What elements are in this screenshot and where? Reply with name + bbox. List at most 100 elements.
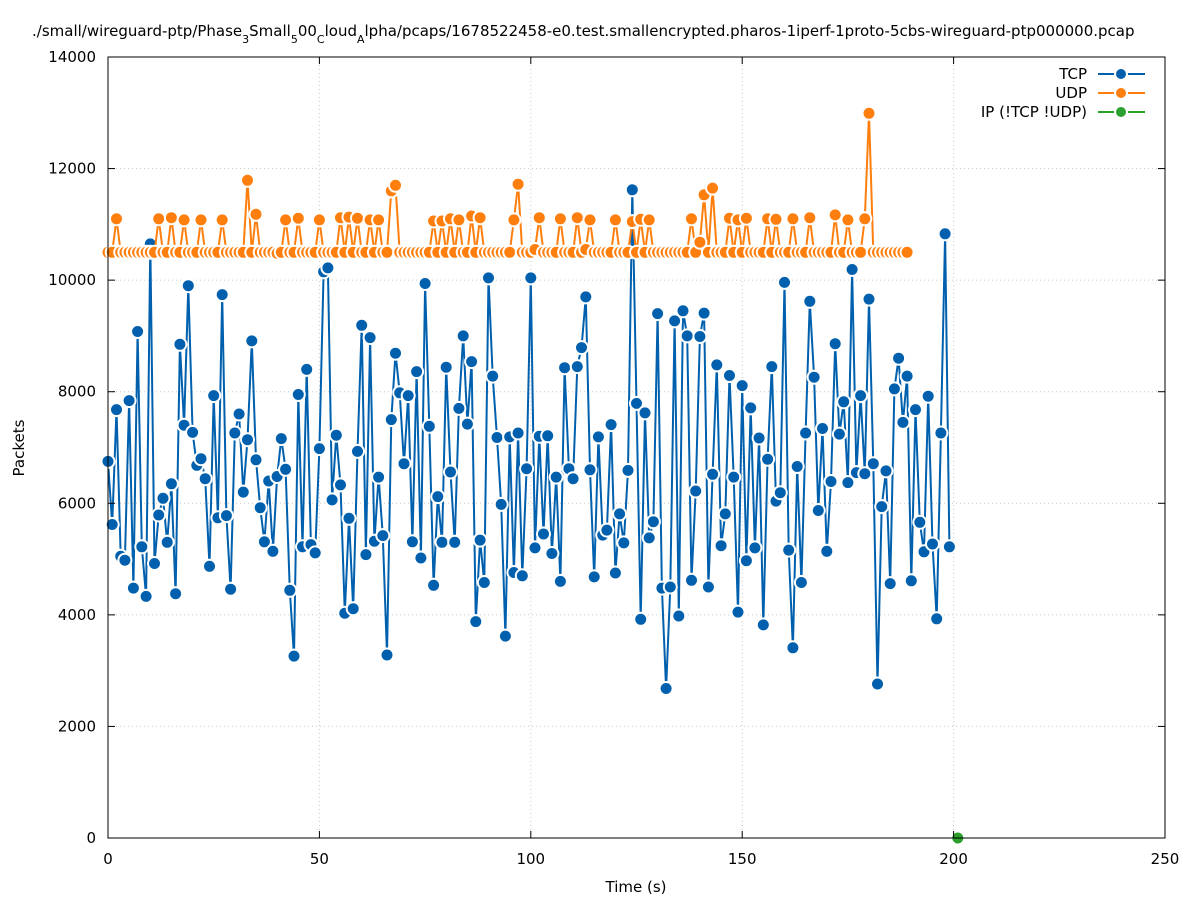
data-point-udp: [705, 180, 721, 196]
data-point-tcp: [929, 611, 945, 627]
data-point-tcp: [920, 388, 936, 404]
data-point-tcp: [256, 534, 272, 550]
data-point-udp: [861, 105, 877, 121]
data-point-tcp: [865, 456, 881, 472]
data-point-udp: [240, 172, 255, 188]
data-point-tcp: [557, 360, 573, 376]
data-point-tcp: [831, 426, 847, 442]
data-point-tcp: [328, 427, 344, 443]
data-point-udp: [163, 210, 179, 226]
data-point-udp: [582, 212, 598, 228]
data-point-tcp: [548, 469, 564, 485]
data-point-tcp: [375, 528, 391, 544]
data-point-tcp: [252, 500, 268, 516]
data-point-tcp: [413, 550, 429, 566]
data-point-tcp: [582, 462, 598, 478]
data-point-tcp: [857, 466, 873, 482]
y-tick-label: 12000: [48, 160, 96, 178]
data-point-tcp: [688, 483, 704, 499]
legend-marker-udp: [1114, 86, 1128, 100]
data-point-tcp: [514, 568, 530, 584]
data-point-udp: [899, 244, 915, 260]
data-point-tcp: [320, 260, 336, 276]
legend-marker-tcp: [1114, 67, 1128, 81]
data-point-tcp: [599, 522, 615, 538]
y-tick-label: 4000: [58, 606, 96, 624]
data-point-tcp: [172, 336, 188, 352]
data-point-tcp: [612, 506, 628, 522]
data-point-tcp: [481, 270, 496, 286]
data-point-tcp: [278, 461, 294, 477]
data-point-tcp: [853, 388, 869, 404]
series-udp: [100, 105, 915, 261]
data-point-tcp: [616, 535, 632, 551]
data-point-tcp: [168, 586, 184, 602]
y-axis-label: Packets: [10, 419, 28, 476]
data-point-tcp: [151, 507, 167, 523]
data-point-tcp: [671, 608, 687, 624]
data-point-tcp: [396, 456, 412, 472]
data-point-tcp: [895, 414, 911, 430]
data-point-tcp: [810, 503, 826, 518]
data-point-tcp: [819, 543, 835, 559]
y-tick-label: 2000: [58, 717, 96, 735]
data-point-udp: [738, 210, 754, 226]
x-tick-label: 200: [939, 850, 968, 868]
data-point-tcp: [438, 359, 454, 375]
data-point-tcp: [489, 430, 505, 445]
data-point-tcp: [633, 611, 649, 627]
data-point-udp: [214, 212, 230, 228]
data-point-tcp: [451, 400, 467, 416]
series-tcp: [100, 182, 957, 696]
data-point-tcp: [709, 357, 725, 373]
data-point-tcp: [696, 305, 712, 321]
data-point-udp: [802, 210, 818, 226]
data-point-udp: [371, 212, 387, 228]
data-point-tcp: [836, 394, 852, 410]
data-point-tcp: [823, 474, 839, 489]
x-tick-label: 100: [516, 850, 545, 868]
data-point-tcp: [815, 421, 830, 436]
data-point-udp: [109, 211, 124, 227]
data-point-tcp: [713, 538, 729, 554]
data-point-udp: [451, 212, 467, 228]
data-point-udp: [379, 244, 395, 260]
data-point-tcp: [409, 364, 425, 380]
data-point-tcp: [700, 579, 716, 595]
data-point-tcp: [586, 569, 602, 585]
data-point-tcp: [341, 510, 357, 526]
data-point-tcp: [180, 278, 196, 294]
data-point-tcp: [705, 466, 721, 482]
data-point-udp: [785, 211, 801, 227]
data-point-tcp: [404, 534, 420, 550]
data-point-tcp: [383, 412, 399, 428]
data-point-tcp: [311, 441, 327, 457]
legend-marker-ip-tcp-udp: [1114, 105, 1128, 119]
data-point-tcp: [679, 328, 695, 344]
data-point-tcp: [751, 430, 767, 446]
data-point-tcp: [345, 601, 361, 617]
data-point-udp: [193, 212, 209, 228]
data-point-tcp: [227, 425, 243, 441]
data-point-tcp: [468, 614, 484, 630]
data-point-tcp: [734, 378, 750, 394]
data-point-tcp: [231, 406, 247, 422]
data-point-tcp: [362, 330, 378, 346]
data-point-tcp: [527, 540, 543, 556]
data-point-tcp: [544, 546, 560, 561]
data-point-tcp: [726, 469, 742, 485]
data-point-tcp: [443, 464, 458, 480]
data-point-tcp: [109, 402, 124, 418]
data-point-tcp: [552, 573, 568, 589]
data-point-tcp: [903, 573, 919, 589]
data-point-tcp: [722, 368, 737, 383]
data-point-udp: [350, 210, 365, 226]
data-point-tcp: [464, 354, 480, 370]
data-point-tcp: [273, 431, 289, 447]
data-point-tcp: [426, 577, 442, 593]
data-point-tcp: [878, 463, 894, 479]
data-point-tcp: [223, 581, 239, 597]
legend-label-udp: UDP: [1055, 84, 1087, 102]
data-point-tcp: [899, 368, 915, 384]
